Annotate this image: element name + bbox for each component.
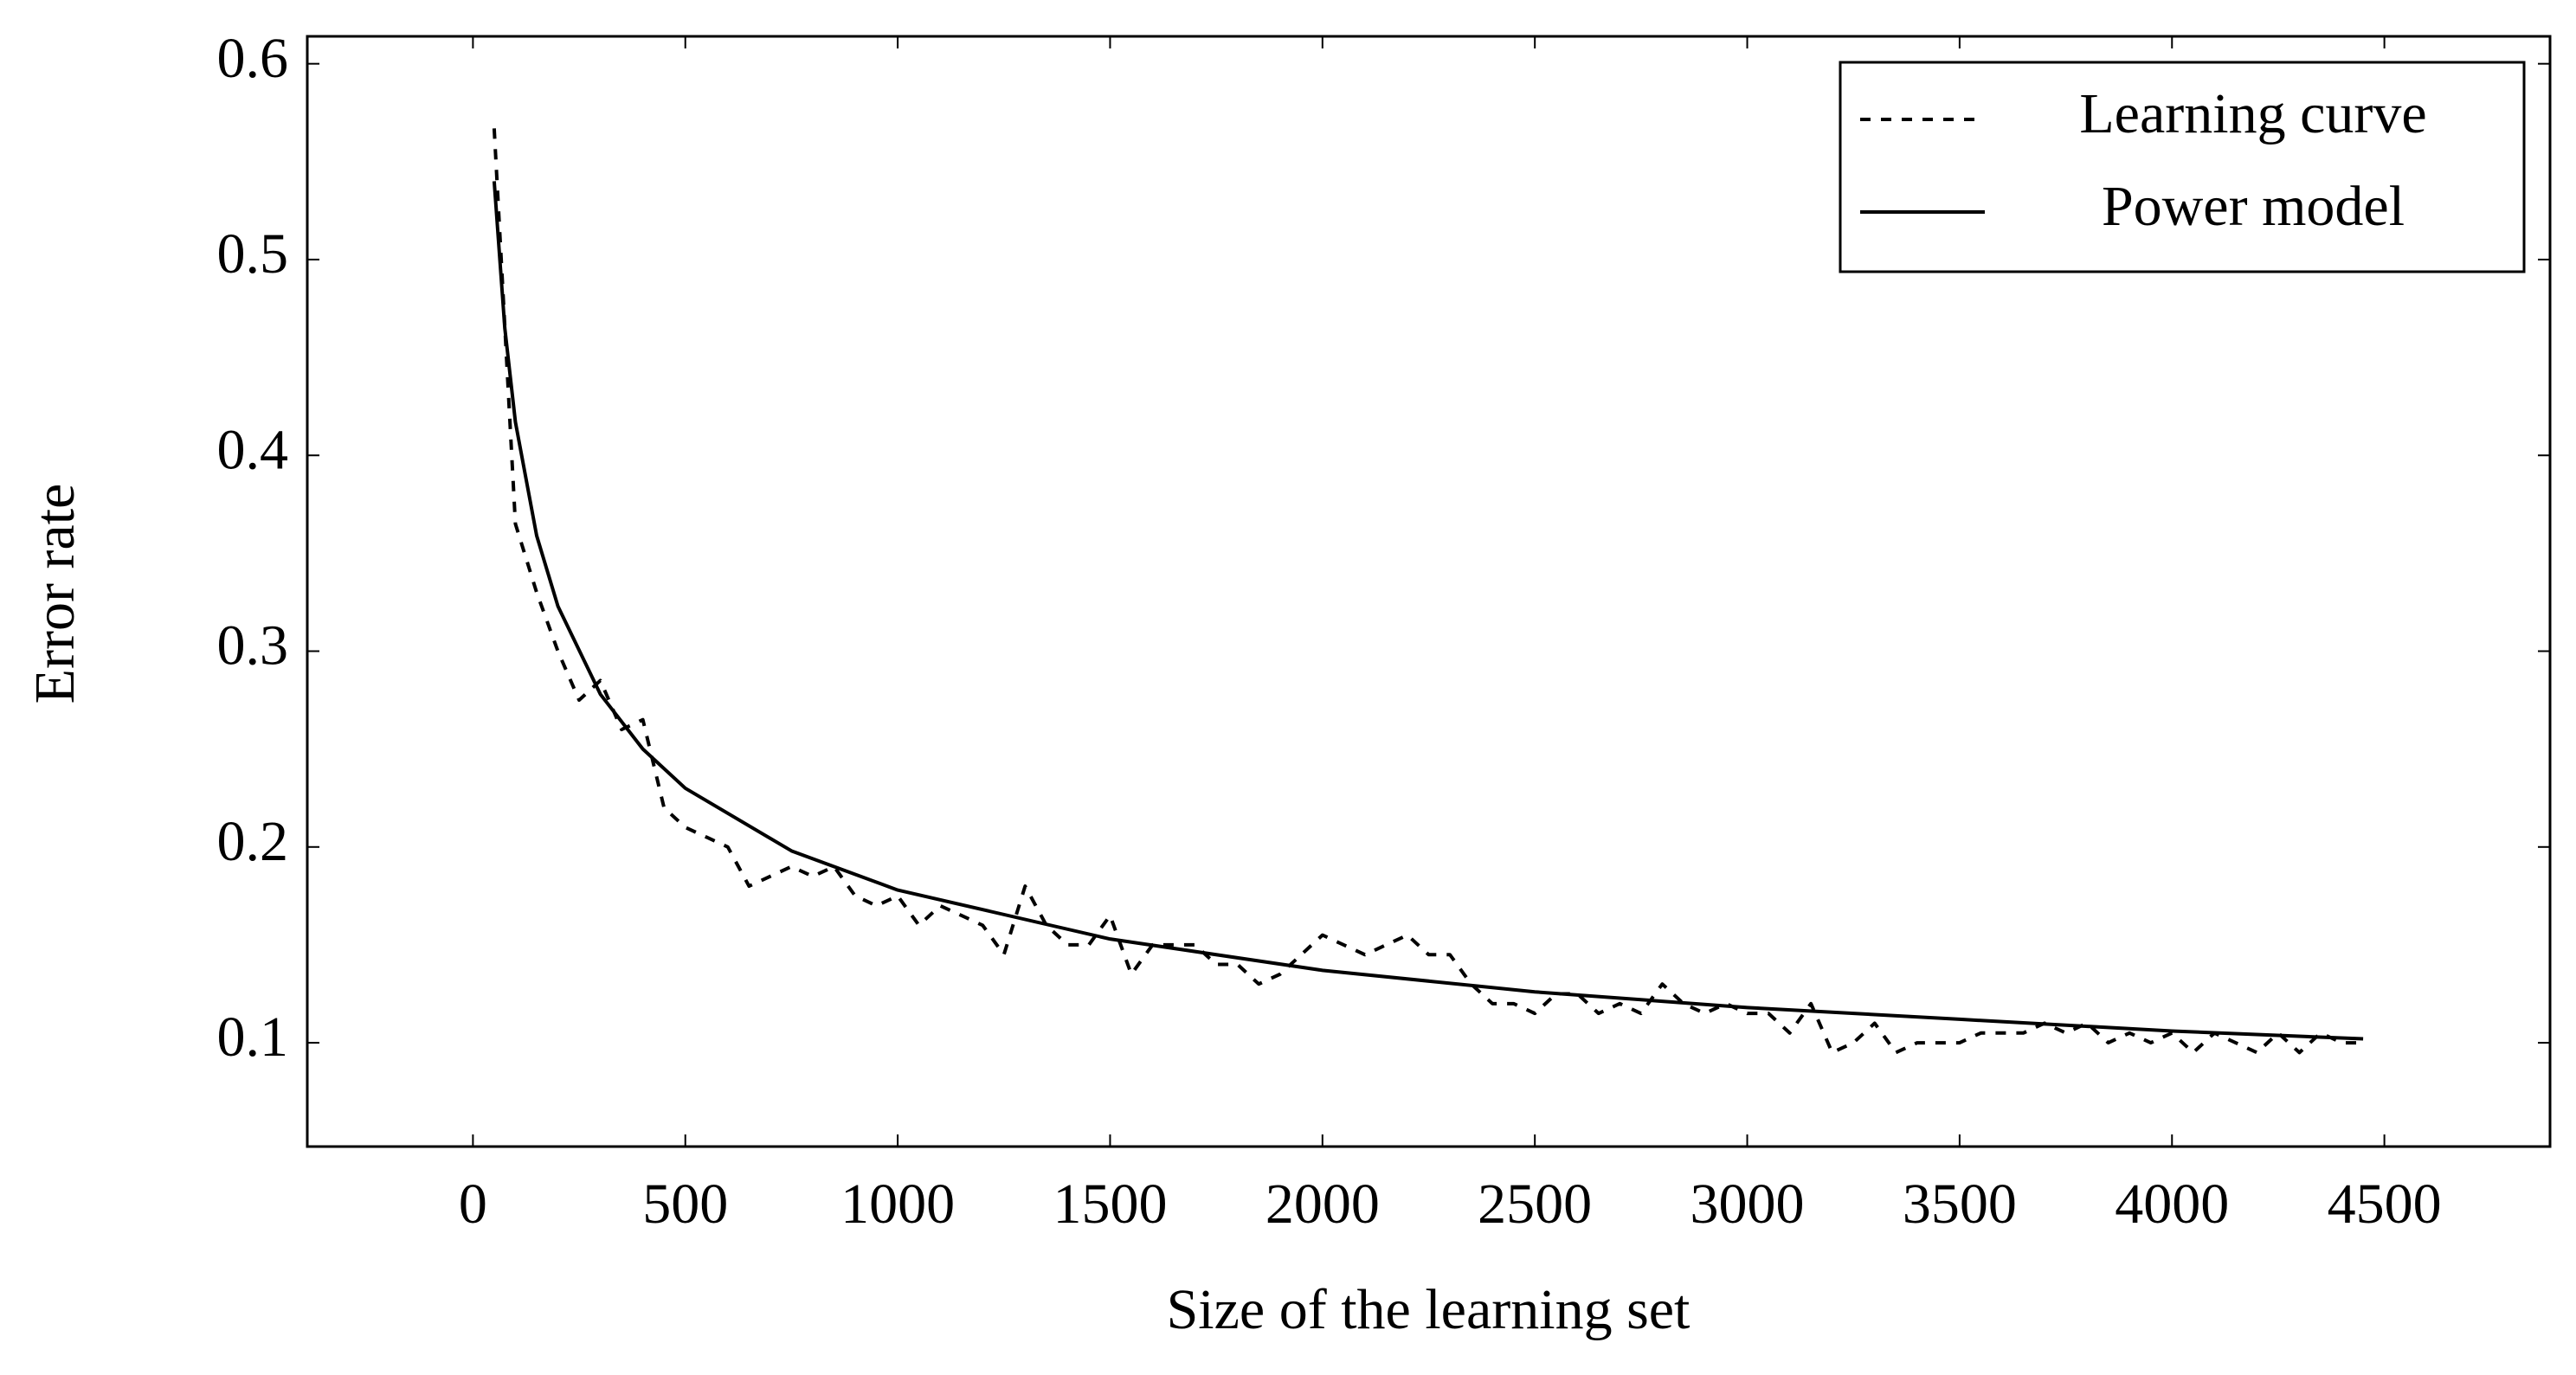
series-line	[492, 181, 2364, 1041]
legend-label: Power model	[2102, 175, 2405, 238]
x-tick-label: 1000	[840, 1173, 955, 1236]
y-tick-label: 0.2	[217, 810, 289, 873]
x-tick-label: 4000	[2115, 1173, 2229, 1236]
y-tick-label: 0.6	[217, 27, 289, 90]
y-tick-label: 0.1	[217, 1006, 289, 1069]
y-tick-label: 0.3	[217, 614, 289, 678]
series-line	[492, 128, 2364, 1055]
x-tick-label: 3000	[1690, 1173, 1805, 1236]
x-tick-label: 1500	[1053, 1173, 1167, 1236]
x-tick-label: 2000	[1265, 1173, 1380, 1236]
x-axis-label: Size of the learning set	[1167, 1278, 1690, 1341]
y-axis-label: Error rate	[23, 484, 87, 704]
plot-frame	[306, 35, 2552, 1148]
legend-label: Learning curve	[2079, 82, 2426, 145]
x-tick-label: 4500	[2328, 1173, 2442, 1236]
x-tick-label: 0	[459, 1173, 487, 1236]
legend-box	[1839, 61, 2526, 273]
x-tick-label: 3500	[1903, 1173, 2017, 1236]
x-tick-label: 500	[642, 1173, 728, 1236]
x-tick-label: 2500	[1478, 1173, 1592, 1236]
y-tick-label: 0.5	[217, 222, 289, 286]
y-tick-label: 0.4	[217, 418, 289, 481]
